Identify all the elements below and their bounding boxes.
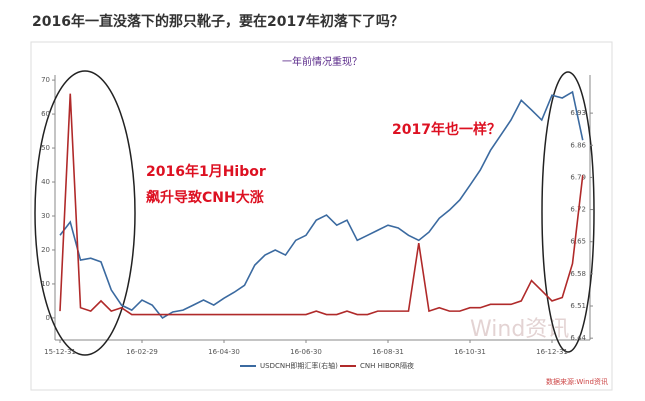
y-tick-label: 70 <box>41 76 50 84</box>
series-line <box>59 93 584 316</box>
y-tick-label: 0 <box>46 314 50 322</box>
y2-tick-label: 6.93 <box>570 109 586 117</box>
y-tick-label: 30 <box>41 212 50 220</box>
annotation: 2017年也一样？ <box>392 121 501 138</box>
article-title: 2016年一直没落下的那只靴子，要在2017年初落下了吗？ <box>32 13 404 30</box>
y-tick-label: 60 <box>41 110 50 118</box>
legend-label: USDCNH即期汇率(右轴) <box>260 361 338 370</box>
y-tick-label: 50 <box>41 144 50 152</box>
x-tick-label: 16-02-29 <box>126 348 158 356</box>
y2-tick-label: 6.44 <box>570 334 586 342</box>
y-tick-label: 10 <box>41 280 50 288</box>
source: 数据来源:Wind资讯 <box>546 377 608 386</box>
x-tick-label: 16-06-30 <box>290 348 322 356</box>
chart-title: 一年前情况重现？ <box>282 55 362 68</box>
series-line <box>59 90 584 319</box>
y2-tick-label: 6.79 <box>570 173 586 181</box>
legend-label: CNH HIBOR隔夜 <box>360 361 414 370</box>
x-tick-label: 16-04-30 <box>208 348 240 356</box>
x-tick-label: 16-12-31 <box>536 348 568 356</box>
x-tick-label: 15-12-31 <box>44 348 76 356</box>
watermark: Wind资讯 <box>470 317 569 342</box>
y-tick-label: 40 <box>41 178 50 186</box>
x-tick-label: 16-08-31 <box>372 348 404 356</box>
highlight-ellipse <box>34 70 136 356</box>
y-tick-label: 20 <box>41 246 50 254</box>
chart-frame <box>30 41 613 391</box>
y2-tick-label: 6.65 <box>570 238 586 246</box>
annotation: 2016年1月Hibor <box>146 163 266 180</box>
x-tick-label: 16-10-31 <box>454 348 486 356</box>
highlight-ellipse <box>541 71 595 353</box>
y2-tick-label: 6.86 <box>570 141 586 149</box>
annotation: 飙升导致CNH大涨 <box>146 189 264 206</box>
y2-tick-label: 6.51 <box>570 302 586 310</box>
y2-tick-label: 6.58 <box>570 270 586 278</box>
